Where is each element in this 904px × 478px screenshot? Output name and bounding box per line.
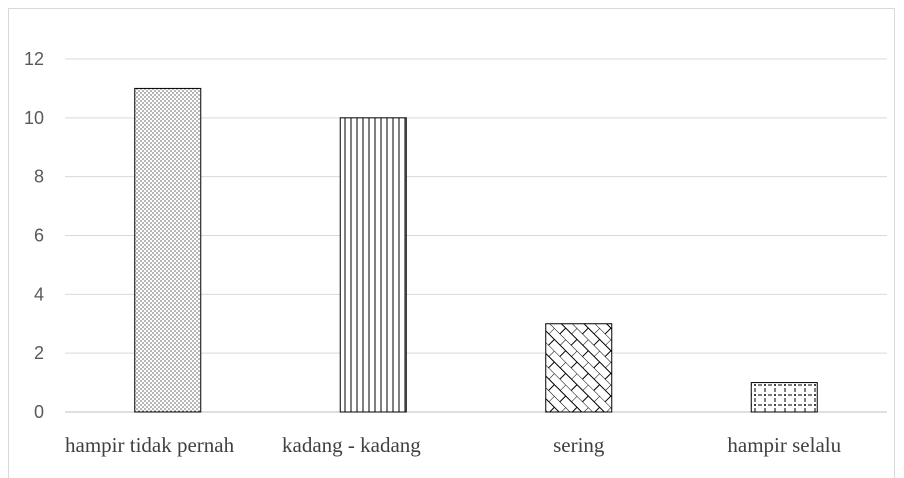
y-tick-label: 10 [24, 108, 44, 128]
y-axis-tick-labels: 0 2 4 6 8 10 12 [24, 49, 44, 422]
gridlines [65, 58, 887, 413]
chart-frame [8, 8, 895, 478]
y-tick-label: 0 [34, 402, 44, 422]
bar-hampir-selalu [750, 382, 818, 413]
x-category-label: sering [553, 433, 605, 457]
x-axis-category-labels: hampir tidak pernah kadang - kadang sering… [65, 433, 842, 457]
x-category-label: hampir selalu [727, 433, 841, 457]
bar-hampir-tidak-pernah [134, 87, 202, 413]
x-category-label: hampir tidak pernah [65, 433, 235, 457]
y-tick-label: 12 [24, 49, 44, 69]
bars [134, 87, 818, 413]
y-tick-label: 6 [34, 226, 44, 246]
y-tick-label: 2 [34, 343, 44, 363]
bar-kadang-kadang [339, 117, 407, 413]
bar-sering [545, 323, 613, 413]
x-category-label: kadang - kadang [282, 433, 421, 457]
y-tick-label: 8 [34, 167, 44, 187]
y-tick-label: 4 [34, 284, 44, 304]
